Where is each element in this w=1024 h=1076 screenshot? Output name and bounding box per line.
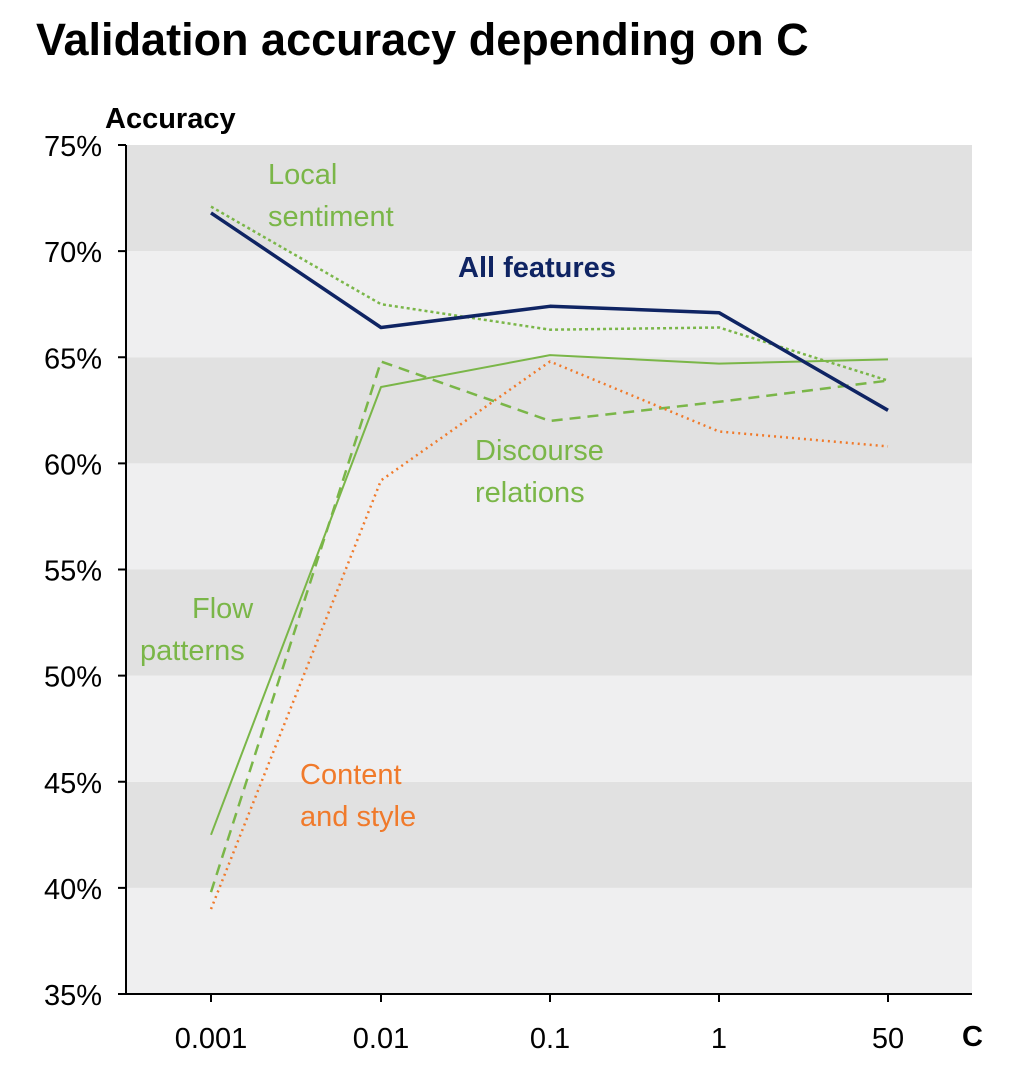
- grid-band: [126, 781, 972, 888]
- y-tick-label: 40%: [44, 874, 102, 906]
- y-tick-label: 65%: [44, 343, 102, 375]
- series-label: All features: [458, 252, 616, 284]
- y-tick-label: 60%: [44, 449, 102, 481]
- grid-band: [126, 463, 972, 570]
- y-axis-label: Accuracy: [105, 103, 236, 135]
- x-tick-label: 0.001: [175, 1023, 248, 1055]
- y-tick-label: 75%: [44, 131, 102, 163]
- series-lines: [209, 205, 889, 910]
- series-line-discourse-relations: [209, 360, 889, 893]
- y-tick-label: 35%: [44, 980, 102, 1012]
- series-label: sentiment: [268, 201, 394, 233]
- series-label: relations: [475, 477, 585, 509]
- grid-band: [126, 675, 972, 782]
- series-label: Discourse: [475, 435, 604, 467]
- series-label: patterns: [140, 635, 245, 667]
- x-tick-label: 1: [711, 1023, 727, 1055]
- series-line-all-features: [210, 211, 889, 412]
- x-tick-label: 0.01: [353, 1023, 409, 1055]
- grid-band: [126, 569, 972, 676]
- x-axis-label: C: [962, 1021, 983, 1053]
- y-tick-label: 45%: [44, 768, 102, 800]
- series-line-flow-patterns: [210, 354, 889, 836]
- y-tick-label: 55%: [44, 556, 102, 588]
- series-label: Content: [300, 759, 402, 791]
- y-tick-label: 50%: [44, 662, 102, 694]
- y-tick-label: 70%: [44, 237, 102, 269]
- axes: 35% 40% 45% 50% 55% 60% 65% 70% 75% 0.001 0.01 0.1 1…: [44, 103, 983, 1055]
- grid-band: [126, 887, 972, 994]
- series-label: Flow: [192, 593, 254, 625]
- grid-band: [126, 145, 972, 252]
- x-tick-label: 0.1: [530, 1023, 570, 1055]
- series-label: and style: [300, 801, 416, 833]
- chart-title: Validation accuracy depending on C: [36, 14, 809, 65]
- series-labels: All features Local sentiment Discourse relat…: [140, 159, 616, 833]
- grid-band: [126, 357, 972, 464]
- grid-bands: [126, 145, 972, 994]
- series-line-content-and-style: [209, 360, 889, 910]
- x-tick-label: 50: [872, 1023, 904, 1055]
- grid-band: [126, 251, 972, 358]
- series-label: Local: [268, 159, 337, 191]
